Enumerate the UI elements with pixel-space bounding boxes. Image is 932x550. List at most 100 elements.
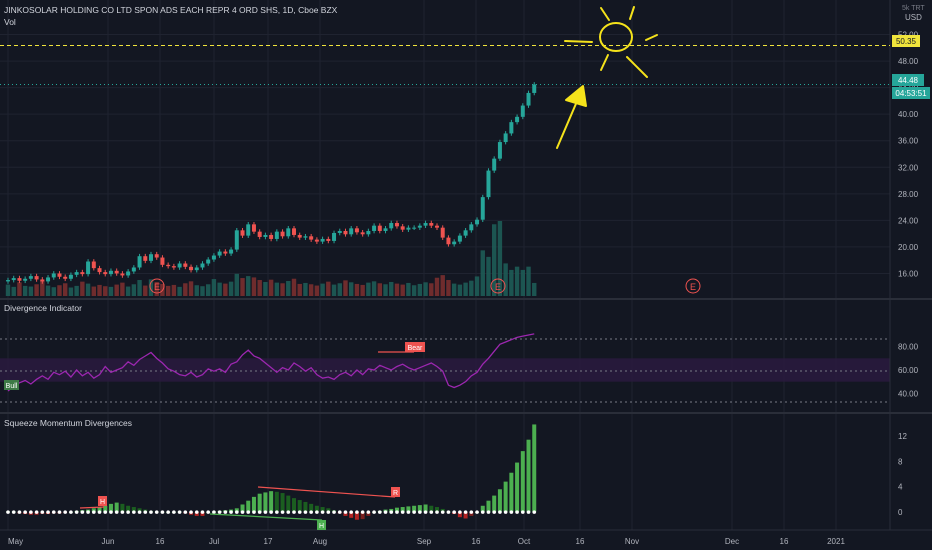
volume-bar (5, 284, 11, 296)
candle-body (149, 254, 153, 261)
volume-bar (366, 282, 371, 296)
squeeze-dot (206, 510, 210, 514)
volume-bar (492, 224, 497, 296)
squeeze-dot (252, 510, 256, 514)
volume-bar (68, 287, 74, 296)
hidden-bullish-marker: H (317, 520, 326, 530)
candle-body (183, 263, 188, 267)
squeeze-histogram (6, 424, 537, 520)
squeeze-dot (74, 510, 79, 514)
histogram-bar (412, 505, 417, 513)
regular-bearish-marker: R (391, 487, 400, 497)
squeeze-dot (223, 510, 228, 514)
candle-body (475, 219, 480, 225)
squeeze-dot (229, 510, 233, 514)
candle-body (171, 266, 176, 268)
volume-bar (257, 280, 262, 296)
candle-body (34, 276, 39, 280)
squeeze-dot (23, 510, 27, 514)
volume-bar (125, 286, 131, 296)
squeeze-dot (154, 510, 159, 514)
candle-body (194, 267, 199, 271)
volume-bar (400, 284, 405, 296)
volume-bar (194, 285, 199, 296)
candle-body (383, 228, 388, 231)
volume-label: Vol (4, 17, 16, 27)
squeeze-dot (275, 510, 279, 514)
squeeze-dot (217, 510, 222, 514)
volume-bar (337, 283, 342, 296)
price-axis[interactable]: 52.0048.0044.0040.0036.0032.0028.0024.00… (898, 31, 919, 279)
candle-body (509, 122, 514, 134)
volume-bar (148, 279, 154, 296)
squeeze-dot (69, 510, 73, 514)
squeeze-dot (120, 510, 125, 514)
alert-price-badge[interactable]: 50.35 (892, 35, 920, 47)
squeeze-dot (343, 510, 348, 514)
squeeze-dot (126, 510, 130, 514)
time-tick-label: 16 (156, 537, 165, 546)
grid-lines (0, 0, 890, 530)
volume-bar (440, 275, 445, 296)
volume-bar (11, 286, 16, 296)
sun-doodle-icon[interactable] (564, 6, 658, 78)
squeeze-dot (435, 510, 439, 514)
divergence-tick-label: 80.00 (898, 343, 919, 352)
volume-bar (154, 281, 159, 296)
squeeze-dot (160, 510, 165, 514)
time-tick-label: Jul (209, 537, 219, 546)
squeeze-dot (46, 510, 50, 514)
last-price-badge[interactable]: 44.48 04:53:51 (892, 74, 930, 99)
candle-body (394, 223, 399, 227)
histogram-bar (354, 512, 359, 520)
squeeze-dot (509, 510, 514, 514)
squeeze-tick-label: 12 (898, 432, 907, 441)
candle-body (189, 266, 194, 271)
squeeze-axis[interactable]: 12 8 4 0 (898, 432, 907, 517)
earnings-marker[interactable]: E (490, 278, 506, 294)
currency-label: USD (905, 13, 922, 22)
squeeze-dot (486, 510, 491, 514)
histogram-bar (497, 489, 502, 513)
squeeze-dot (532, 510, 537, 514)
squeeze-dot (103, 510, 108, 514)
histogram-bar (320, 507, 325, 513)
squeeze-dot (515, 510, 519, 514)
volume-bar (377, 283, 382, 296)
volume-bar (28, 286, 34, 296)
arrow-doodle-icon[interactable] (556, 85, 587, 149)
alert-price-label: 50.35 (896, 37, 917, 46)
histogram-bar (263, 492, 268, 513)
volume-bar (360, 284, 365, 296)
earnings-marker[interactable]: E (149, 278, 165, 294)
squeeze-dot (246, 510, 251, 514)
volume-bar (171, 284, 177, 296)
earnings-marker-label: E (495, 282, 501, 292)
volume-bar (509, 269, 514, 296)
candle-body (263, 234, 268, 237)
candle-body (326, 238, 331, 241)
last-price-label: 44.48 (898, 76, 919, 85)
squeeze-dot (200, 510, 205, 514)
time-axis[interactable]: May Jun 16 Jul 17 Aug Sep 16 Oct 16 Nov Dec 16 2021 (8, 537, 845, 546)
divergence-axis[interactable]: 80.00 60.00 40.00 (898, 343, 919, 399)
squeeze-dot (143, 510, 148, 514)
histogram-bar (520, 451, 525, 513)
time-tick-label: Dec (725, 537, 739, 546)
volume-bar (383, 284, 388, 296)
volume-bar (463, 282, 468, 296)
time-tick-label: 16 (576, 537, 585, 546)
earnings-marker[interactable]: E (685, 278, 701, 294)
histogram-bar (406, 506, 411, 513)
histogram-bar (532, 424, 537, 513)
bear-badge: Bear (405, 342, 425, 352)
histogram-bar (503, 481, 508, 513)
candle-body (269, 234, 274, 239)
histogram-bar (246, 500, 251, 513)
volume-bar (343, 280, 348, 296)
volume-bar (40, 280, 45, 296)
volume-bar (291, 278, 297, 296)
histogram-bar (103, 505, 108, 513)
squeeze-dot (29, 510, 33, 514)
